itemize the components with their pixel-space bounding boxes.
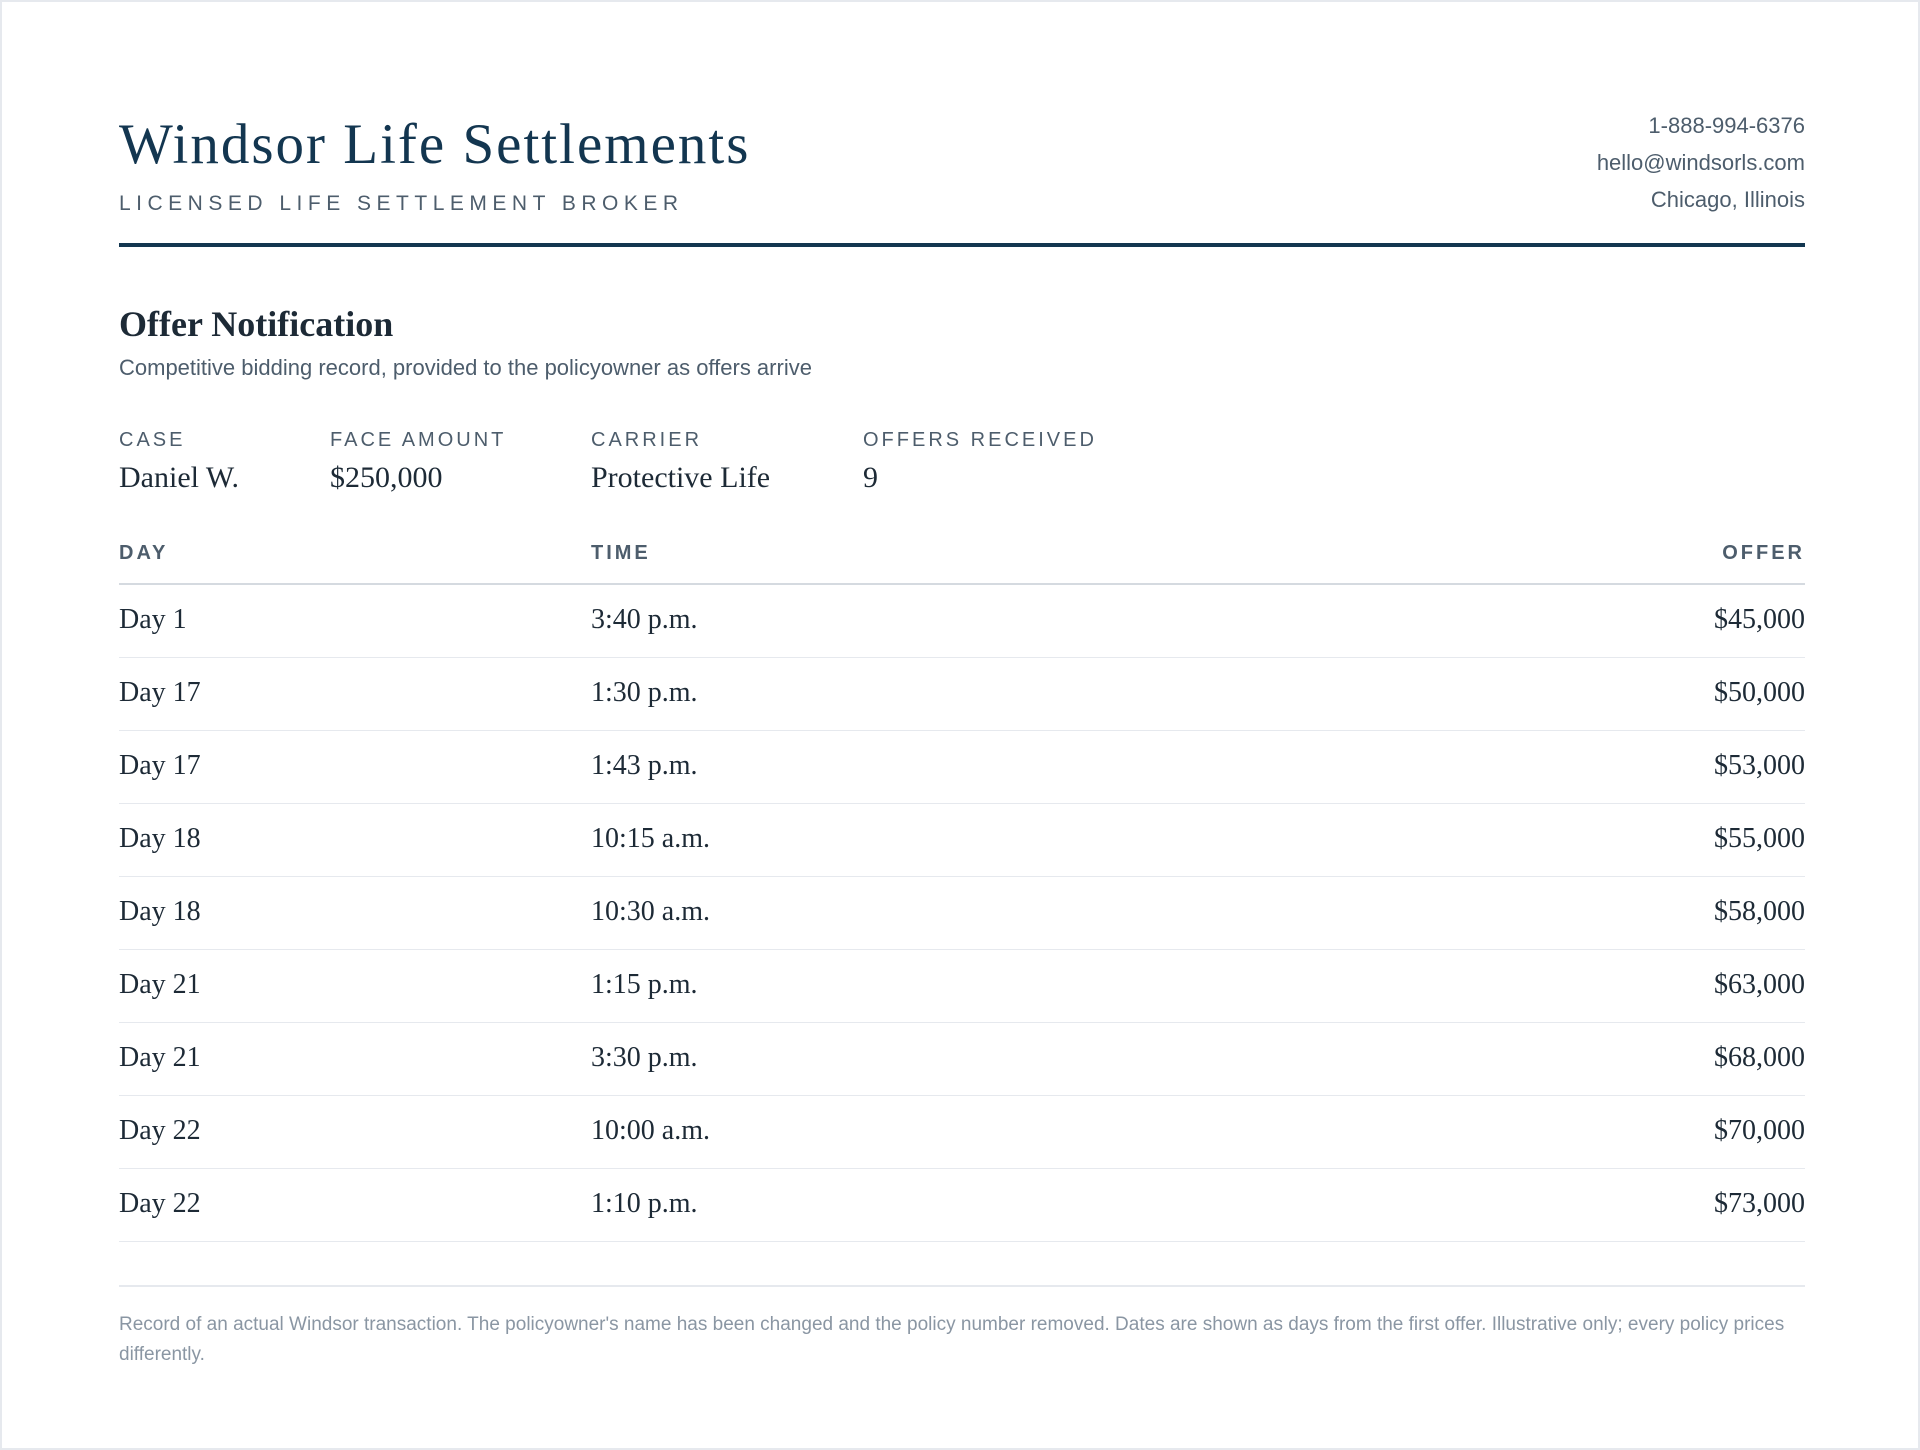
cell-day: Day 21 [119, 969, 201, 1000]
table-row: Day 17 1:30 p.m. $50,000 [119, 658, 1805, 731]
table-header: DAY TIME OFFER [119, 532, 1805, 585]
brand-tagline: LICENSED LIFE SETTLEMENT BROKER [119, 192, 684, 215]
offers-received-value: 9 [863, 461, 878, 494]
offers-table: DAY TIME OFFER Day 1 3:40 p.m. $45,000 D… [119, 532, 1805, 1242]
document-subtitle: Competitive bidding record, provided to … [119, 355, 812, 380]
table-row: Day 21 1:15 p.m. $63,000 [119, 950, 1805, 1023]
case-value: Daniel W. [119, 461, 239, 494]
case-summary: CASE Daniel W. FACE AMOUNT $250,000 CARR… [119, 430, 1805, 500]
offers-received-label: OFFERS RECEIVED [863, 429, 1097, 451]
contact-block: 1-888-994-6376 hello@windsorls.com Chica… [1597, 107, 1805, 218]
cell-offer: $45,000 [1714, 604, 1805, 635]
letterhead: Windsor Life Settlements LICENSED LIFE S… [119, 2, 1805, 247]
cell-time: 1:43 p.m. [591, 750, 698, 781]
cell-day: Day 18 [119, 823, 201, 854]
table-row: Day 18 10:15 a.m. $55,000 [119, 804, 1805, 877]
cell-offer: $70,000 [1714, 1115, 1805, 1146]
cell-time: 1:30 p.m. [591, 677, 698, 708]
document-content: Windsor Life Settlements LICENSED LIFE S… [119, 2, 1805, 1365]
cell-offer: $73,000 [1714, 1188, 1805, 1219]
cell-day: Day 17 [119, 677, 201, 708]
brand-title: Windsor Life Settlements [119, 113, 751, 176]
cell-offer: $53,000 [1714, 750, 1805, 781]
cell-time: 1:10 p.m. [591, 1188, 698, 1219]
header-day: DAY [119, 542, 169, 564]
cell-offer: $50,000 [1714, 677, 1805, 708]
table-row: Day 18 10:30 a.m. $58,000 [119, 877, 1805, 950]
cell-time: 3:40 p.m. [591, 604, 698, 635]
cell-offer: $63,000 [1714, 969, 1805, 1000]
footnote-divider [119, 1285, 1805, 1287]
cell-offer: $58,000 [1714, 896, 1805, 927]
face-amount-field: FACE AMOUNT $250,000 [330, 430, 506, 493]
cell-time: 10:30 a.m. [591, 896, 710, 927]
table-row: Day 22 10:00 a.m. $70,000 [119, 1096, 1805, 1169]
cell-time: 3:30 p.m. [591, 1042, 698, 1073]
table-row: Day 22 1:10 p.m. $73,000 [119, 1169, 1805, 1242]
cell-day: Day 22 [119, 1188, 201, 1219]
cell-time: 10:15 a.m. [591, 823, 710, 854]
contact-phone: 1-888-994-6376 [1648, 113, 1805, 138]
cell-time: 10:00 a.m. [591, 1115, 710, 1146]
carrier-label: CARRIER [591, 429, 703, 451]
cell-day: Day 18 [119, 896, 201, 927]
contact-email: hello@windsorls.com [1596, 150, 1805, 175]
face-amount-label: FACE AMOUNT [330, 429, 507, 451]
carrier-value: Protective Life [591, 461, 771, 494]
table-row: Day 1 3:40 p.m. $45,000 [119, 585, 1805, 658]
cell-time: 1:15 p.m. [591, 969, 698, 1000]
case-field: CASE Daniel W. [119, 430, 239, 493]
offers-received-field: OFFERS RECEIVED 9 [863, 430, 1097, 493]
document-title: Offer Notification [119, 304, 394, 344]
footnote: Record of an actual Windsor transaction.… [119, 1314, 1785, 1365]
cell-day: Day 1 [119, 604, 187, 635]
table-row: Day 17 1:43 p.m. $53,000 [119, 731, 1805, 804]
cell-offer: $68,000 [1714, 1042, 1805, 1073]
face-amount-value: $250,000 [330, 461, 443, 494]
carrier-field: CARRIER Protective Life [591, 430, 770, 493]
header-time: TIME [591, 542, 651, 564]
cell-day: Day 21 [119, 1042, 201, 1073]
case-label: CASE [119, 429, 186, 451]
contact-location: Chicago, Illinois [1650, 187, 1805, 212]
cell-day: Day 17 [119, 750, 201, 781]
header-offer: OFFER [1722, 542, 1805, 564]
table-row: Day 21 3:30 p.m. $68,000 [119, 1023, 1805, 1096]
cell-day: Day 22 [119, 1115, 201, 1146]
cell-offer: $55,000 [1714, 823, 1805, 854]
